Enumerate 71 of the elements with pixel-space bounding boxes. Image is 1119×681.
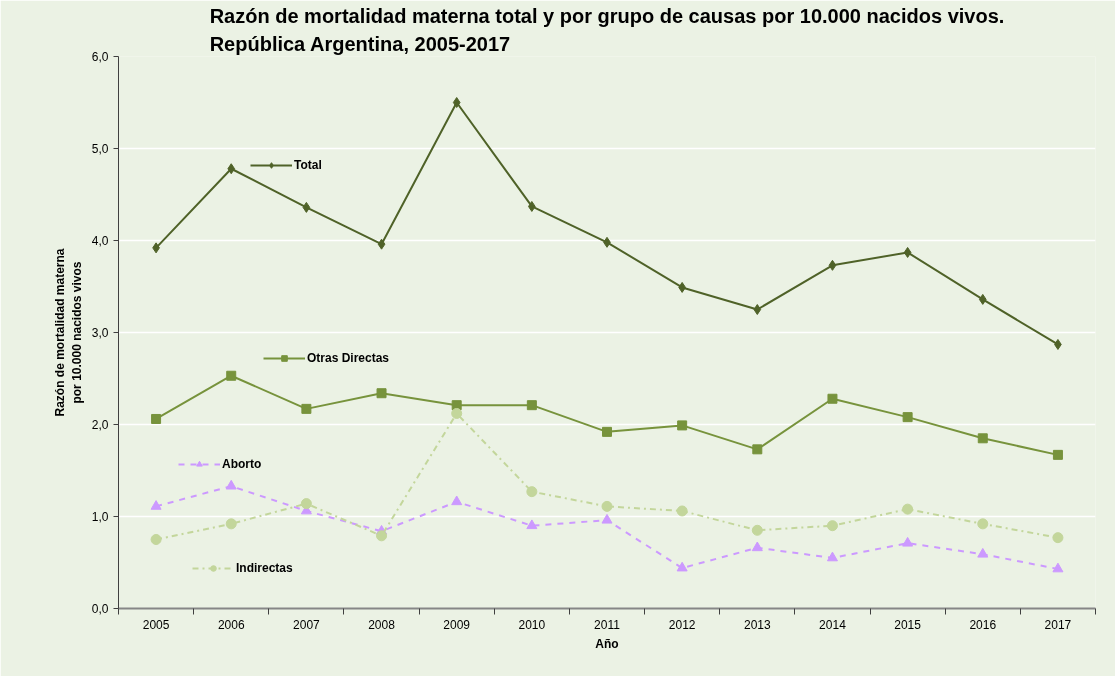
point — [526, 486, 538, 498]
point — [451, 407, 463, 419]
point — [977, 547, 989, 558]
point — [827, 393, 838, 404]
point — [451, 495, 463, 506]
point — [226, 370, 237, 381]
y-axis-title: Razón de mortalidad materna por 10.000 nacidos vivos — [53, 248, 84, 417]
point — [1052, 562, 1064, 573]
point — [977, 433, 988, 444]
legend-label: Total — [294, 158, 322, 172]
legend-label: Indirectas — [236, 561, 293, 575]
x-tick-label: 2012 — [668, 617, 696, 632]
point — [676, 561, 688, 572]
point — [150, 500, 162, 510]
x-tick-label: 2007 — [293, 617, 321, 632]
x-tick-label: 2014 — [819, 617, 847, 632]
x-tick-label: 2015 — [894, 617, 922, 632]
point — [376, 530, 388, 542]
x-tick-label: 2016 — [969, 617, 997, 632]
x-tick-label: 2013 — [743, 617, 771, 632]
point — [151, 413, 162, 424]
y-tick-label: 0,0 — [91, 602, 109, 616]
point — [301, 403, 312, 414]
y-tick-label: 3,0 — [91, 326, 109, 340]
point — [452, 97, 461, 108]
x-tick-label: 2011 — [594, 617, 621, 632]
point — [225, 518, 237, 530]
point — [676, 505, 688, 517]
point — [751, 541, 763, 552]
point — [377, 238, 386, 250]
x-axis-title: Año — [595, 636, 619, 651]
point — [902, 536, 914, 547]
point — [601, 513, 613, 524]
y-tick-label: 5,0 — [91, 142, 109, 156]
legend-label: Aborto — [222, 457, 262, 471]
y-tick-label: 2,0 — [91, 418, 109, 432]
point — [300, 498, 312, 510]
point — [978, 293, 987, 305]
point — [227, 163, 236, 175]
chart-title: Razón de mortalidad materna total y por grupo de causas por 10.000 nacidos vivos. República Argentina, 2005-2017 — [209, 5, 1005, 55]
point — [977, 518, 989, 530]
point — [1052, 532, 1064, 544]
point — [302, 201, 311, 213]
y-tick-label: 4,0 — [91, 234, 109, 248]
point — [601, 500, 613, 512]
point — [1052, 449, 1063, 460]
x-tick-label: 2017 — [1044, 617, 1072, 632]
x-tick-label: 2008 — [368, 617, 396, 632]
point — [903, 246, 912, 258]
x-tick-label: 2005 — [142, 617, 170, 632]
x-tick-label: 2010 — [518, 617, 546, 632]
point — [677, 420, 688, 431]
point — [150, 534, 162, 545]
point — [902, 503, 914, 515]
point — [526, 519, 538, 530]
y-tick-label: 1,0 — [91, 510, 109, 524]
point — [376, 388, 387, 399]
point — [751, 524, 763, 536]
point — [602, 426, 612, 437]
y-tick-label: 6,0 — [91, 50, 109, 64]
legend-label: Otras Directas — [307, 351, 390, 365]
point — [828, 259, 837, 271]
point — [753, 304, 762, 315]
point — [225, 479, 237, 490]
point — [902, 412, 913, 423]
point — [826, 551, 838, 562]
point — [526, 400, 537, 411]
point — [752, 444, 763, 455]
x-tick-label: 2006 — [217, 617, 245, 632]
x-tick-label: 2009 — [443, 617, 471, 632]
point — [826, 520, 838, 532]
